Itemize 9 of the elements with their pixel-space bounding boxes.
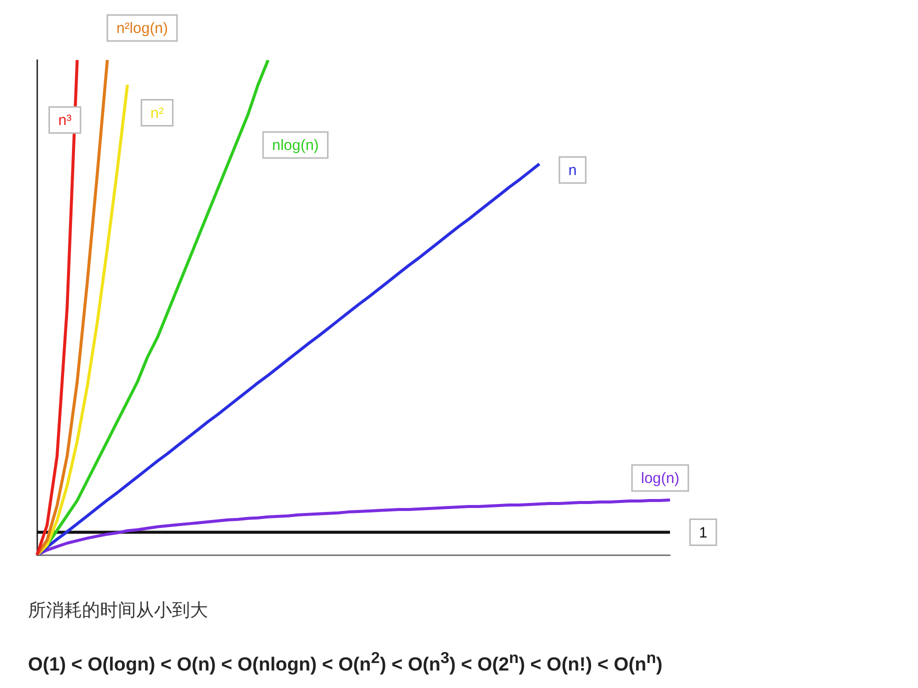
text: 所消耗的时间从小到大 xyxy=(28,599,208,622)
series-label: log(n) xyxy=(641,470,680,488)
series-label: n² xyxy=(150,104,164,122)
series-label: n³ xyxy=(58,112,72,130)
text: nlog(n) xyxy=(272,137,319,154)
series-label: n xyxy=(568,162,577,180)
series-label: n²log(n) xyxy=(116,20,168,38)
text: O(1) < O(logn) < O(n) < O(nlogn) < O(n$^{2}$) < O(n$^{3}$) < O(2$^{n}$) < O(n!) < O(n$^{n}$) xyxy=(28,650,662,676)
series-label: 1 xyxy=(699,524,708,542)
